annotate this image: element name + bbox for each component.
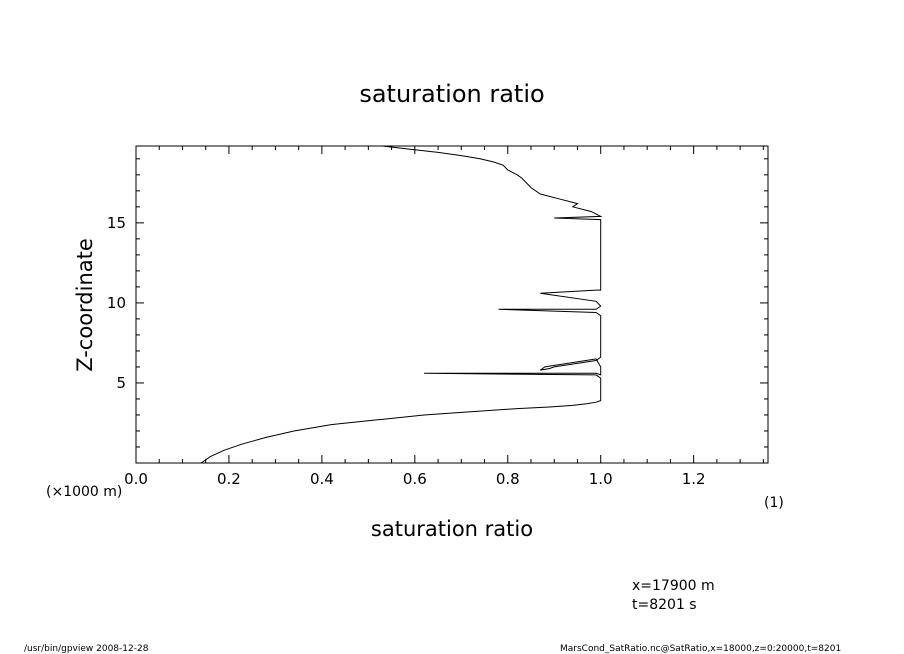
x-tick-label: 0.2 xyxy=(217,470,241,488)
y-tick-label: 15 xyxy=(107,214,126,232)
x-position-annotation: x=17900 m xyxy=(632,578,715,594)
x-tick-label: 0.0 xyxy=(124,470,148,488)
footer-left: /usr/bin/gpview 2008-12-28 xyxy=(24,644,149,654)
y-axis-title: Z-coordinate xyxy=(73,238,97,372)
x-unit-label: (1) xyxy=(764,495,784,511)
y-tick-label: 5 xyxy=(116,374,126,392)
x-tick-label: 0.8 xyxy=(496,470,520,488)
x-tick-label: 1.2 xyxy=(682,470,706,488)
saturation-ratio-profile-line xyxy=(200,145,603,464)
y-tick-labels: 5 10 15 xyxy=(107,214,126,392)
t-position-annotation: t=8201 s xyxy=(632,597,697,613)
x-tick-labels: 0.0 0.2 0.4 0.6 0.8 1.0 1.2 xyxy=(124,470,706,488)
x-tick-label: 1.0 xyxy=(589,470,613,488)
axis-ticks xyxy=(135,146,768,463)
chart-title: saturation ratio xyxy=(359,80,544,108)
x-tick-label: 0.4 xyxy=(310,470,334,488)
x-tick-label: 0.6 xyxy=(403,470,427,488)
y-unit-label: (×1000 m) xyxy=(46,484,122,500)
y-tick-label: 10 xyxy=(107,294,126,312)
footer-right: MarsCond_SatRatio.nc@SatRatio,x=18000,z=… xyxy=(560,644,841,654)
x-axis-title: saturation ratio xyxy=(371,517,533,541)
plot-frame xyxy=(135,145,769,464)
